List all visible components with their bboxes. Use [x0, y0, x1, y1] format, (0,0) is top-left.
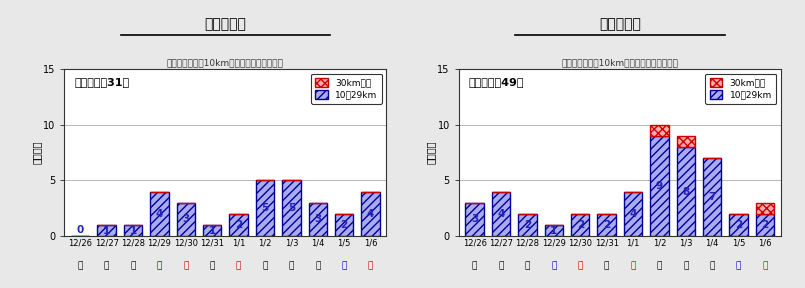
- Bar: [650, 136, 669, 236]
- Bar: [571, 214, 589, 236]
- Bar: [308, 203, 327, 236]
- Text: 1: 1: [130, 226, 137, 236]
- Text: 2: 2: [235, 220, 242, 230]
- Text: 日: 日: [368, 261, 374, 270]
- Text: 8: 8: [682, 187, 689, 197]
- Y-axis label: 渋滞回数: 渋滞回数: [31, 141, 42, 164]
- Text: 金: 金: [709, 261, 715, 270]
- Text: 月: 月: [604, 261, 609, 270]
- Text: 日: 日: [183, 261, 188, 270]
- Text: 月: 月: [209, 261, 215, 270]
- Text: 1: 1: [551, 226, 558, 236]
- Legend: 30km以上, 10～29km: 30km以上, 10～29km: [705, 74, 776, 104]
- Text: 2: 2: [341, 220, 348, 230]
- Text: 木: 木: [289, 261, 294, 270]
- Bar: [97, 225, 116, 236]
- Text: 1: 1: [103, 226, 110, 236]
- Bar: [282, 181, 300, 236]
- Text: 4: 4: [497, 209, 505, 219]
- Text: 2: 2: [576, 220, 584, 230]
- Text: 火: 火: [236, 261, 242, 270]
- Text: 4: 4: [155, 209, 163, 219]
- Bar: [624, 192, 642, 236]
- Text: 木: 木: [683, 261, 688, 270]
- Text: 2: 2: [603, 220, 610, 230]
- Text: 水: 水: [472, 261, 477, 270]
- Text: 日: 日: [762, 261, 768, 270]
- Bar: [676, 136, 695, 147]
- Bar: [676, 147, 695, 236]
- Bar: [256, 181, 275, 236]
- Y-axis label: 渋滞回数: 渋滞回数: [426, 141, 436, 164]
- Text: 3: 3: [182, 215, 189, 224]
- Text: 土: 土: [736, 261, 741, 270]
- Bar: [361, 192, 380, 236]
- Bar: [492, 192, 510, 236]
- Text: ＜上り線＞: ＜上り線＞: [599, 18, 641, 32]
- Text: 金: 金: [525, 261, 530, 270]
- Text: 水: 水: [657, 261, 663, 270]
- Text: 火: 火: [630, 261, 636, 270]
- Title: 渋滞予測回数（10km以上の交通集中渋滞）: 渋滞予測回数（10km以上の交通集中渋滞）: [561, 58, 679, 67]
- Text: 木: 木: [104, 261, 109, 270]
- Bar: [756, 214, 774, 236]
- Bar: [176, 203, 195, 236]
- Text: 金: 金: [130, 261, 136, 270]
- Bar: [545, 225, 563, 236]
- Legend: 30km以上, 10～29km: 30km以上, 10～29km: [311, 74, 382, 104]
- Text: 水: 水: [262, 261, 268, 270]
- Text: 4: 4: [630, 209, 637, 219]
- Bar: [597, 214, 616, 236]
- Bar: [729, 214, 748, 236]
- Text: 水: 水: [77, 261, 83, 270]
- Text: 土: 土: [157, 261, 162, 270]
- Text: 5: 5: [287, 203, 295, 213]
- Text: 金: 金: [315, 261, 320, 270]
- Bar: [229, 214, 248, 236]
- Bar: [756, 203, 774, 214]
- Text: 4: 4: [367, 209, 374, 219]
- Text: 上り合計：49回: 上り合計：49回: [469, 77, 524, 88]
- Title: 渋滞予測回数（10km以上の交通集中渋滞）: 渋滞予測回数（10km以上の交通集中渋滞）: [167, 58, 284, 67]
- Text: 下り合計：31回: 下り合計：31回: [74, 77, 129, 88]
- Text: 2: 2: [762, 220, 769, 230]
- Text: 2: 2: [735, 220, 742, 230]
- Bar: [650, 125, 669, 136]
- Text: 3: 3: [471, 215, 478, 224]
- Bar: [203, 225, 221, 236]
- Bar: [518, 214, 537, 236]
- Text: 土: 土: [341, 261, 347, 270]
- Bar: [465, 203, 484, 236]
- Bar: [151, 192, 169, 236]
- Text: ＜下り線＞: ＜下り線＞: [204, 18, 246, 32]
- Text: 3: 3: [314, 215, 321, 224]
- Text: 5: 5: [262, 203, 269, 213]
- Text: 9: 9: [656, 181, 663, 191]
- Bar: [335, 214, 353, 236]
- Text: 1: 1: [208, 226, 216, 236]
- Text: 土: 土: [551, 261, 556, 270]
- Text: 7: 7: [708, 192, 716, 202]
- Text: 日: 日: [577, 261, 583, 270]
- Text: 木: 木: [498, 261, 504, 270]
- Text: 2: 2: [524, 220, 531, 230]
- Bar: [124, 225, 142, 236]
- Text: 0: 0: [76, 225, 84, 235]
- Bar: [703, 158, 721, 236]
